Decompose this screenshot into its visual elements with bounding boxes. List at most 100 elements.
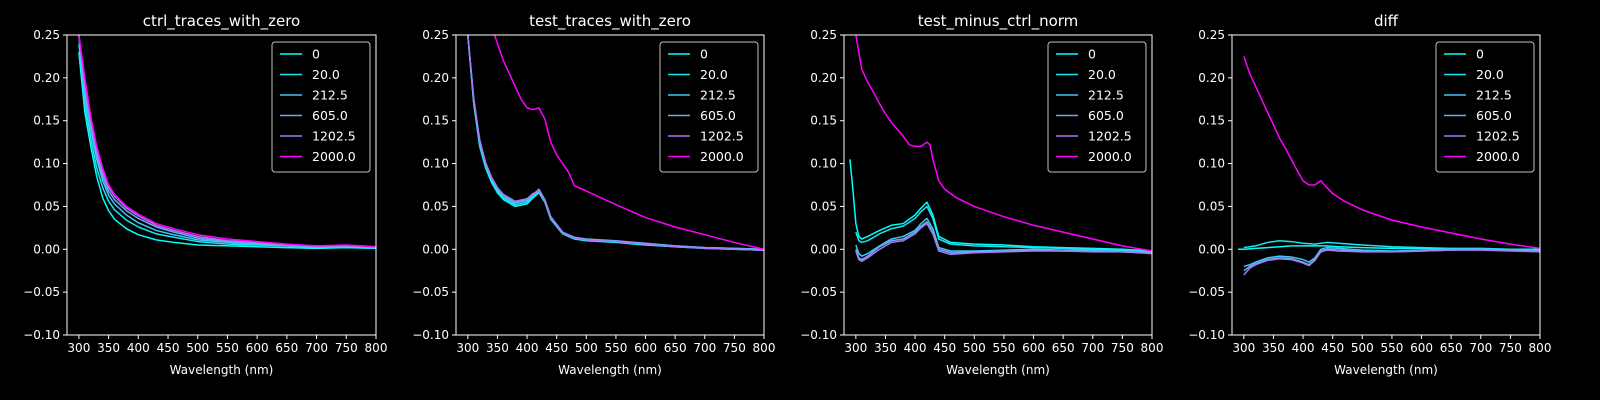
y-tick-label: 0.05: [422, 199, 449, 213]
x-tick-label: 800: [365, 341, 388, 355]
x-tick-label: 300: [67, 341, 90, 355]
series-line-2000.0: [855, 35, 1152, 252]
series-line-0: [78, 52, 376, 250]
y-tick-label: 0.05: [810, 199, 837, 213]
legend-entry-label: 1202.5: [1476, 129, 1520, 144]
legend-entry-label: 2000.0: [1476, 149, 1520, 164]
x-tick-label: 500: [575, 341, 598, 355]
y-tick-label: 0.00: [422, 242, 449, 256]
y-axis: 0.25 0.20 0.15 0.10 0.05 0.00 −0.05 −0.10: [23, 28, 67, 342]
chart-title: test_minus_ctrl_norm: [918, 12, 1079, 31]
legend-entry-label: 0: [1088, 47, 1096, 62]
y-axis: 0.25 0.20 0.15 0.10 0.05 0.00 −0.05 −0.10: [1188, 28, 1232, 342]
x-tick-label: 300: [456, 341, 479, 355]
x-tick-label: 500: [186, 341, 209, 355]
y-tick-label: −0.05: [412, 285, 449, 299]
x-axis-label: Wavelength (nm): [1334, 363, 1438, 377]
x-axis: 300 350 400 450 500 550 600 650 700 750 800: [67, 335, 387, 355]
series-line-2000.0: [1243, 56, 1540, 250]
x-tick-label: 400: [1292, 341, 1315, 355]
x-tick-label: 800: [1141, 341, 1164, 355]
legend-entry-label: 0: [1476, 47, 1484, 62]
y-tick-label: 0.20: [422, 71, 449, 85]
legend-entry-label: 605.0: [1088, 108, 1124, 123]
x-tick-label: 750: [723, 341, 746, 355]
chart-panel-3: 300 350 400 450 500 550 600 650 700 750 8000.250.2…: [800, 12, 1163, 377]
x-tick-label: 600: [246, 341, 269, 355]
x-tick-label: 700: [1081, 341, 1104, 355]
x-tick-label: 500: [1351, 341, 1374, 355]
x-tick-label: 300: [844, 341, 867, 355]
series-line-212.5: [1243, 246, 1540, 268]
plot-frame: [1231, 34, 1541, 336]
x-tick-label: 500: [963, 341, 986, 355]
x-axis: 300 350 400 450 500 550 600 650 700 750 800: [456, 335, 775, 355]
series-line-1202.5: [1243, 249, 1540, 276]
legend-entry-label: 605.0: [312, 108, 348, 123]
chart-panel-1: 300 350 400 450 500 550 600 650 700 750 8000.250.2…: [23, 12, 387, 377]
x-tick-label: 350: [486, 341, 509, 355]
series-line-1202.5: [467, 35, 764, 251]
chart-title: test_traces_with_zero: [529, 12, 691, 31]
x-tick-label: 650: [664, 341, 687, 355]
chart-title: ctrl_traces_with_zero: [143, 12, 300, 31]
x-tick-label: 600: [1410, 341, 1433, 355]
chart-panel-2: 300 350 400 450 500 550 600 650 700 750 8000.250.2…: [412, 12, 775, 377]
y-tick-label: −0.10: [23, 328, 60, 342]
x-tick-label: 750: [335, 341, 358, 355]
legend: 0 20.0 212.5 605.0 1202.5 2000.0: [1047, 41, 1147, 173]
x-tick-label: 550: [1380, 341, 1403, 355]
x-tick-label: 350: [874, 341, 897, 355]
legend-entry-label: 0: [312, 47, 320, 62]
y-tick-label: −0.05: [23, 285, 60, 299]
series-group: [467, 35, 764, 251]
x-axis-label: Wavelength (nm): [558, 363, 662, 377]
y-axis: 0.25 0.20 0.15 0.10 0.05 0.00 −0.05 −0.10: [800, 28, 844, 342]
y-tick-label: 0.15: [810, 114, 837, 128]
plot-frame: [843, 34, 1153, 336]
legend-entry-label: 212.5: [312, 88, 348, 103]
x-tick-label: 400: [516, 341, 539, 355]
y-tick-label: 0.10: [33, 157, 60, 171]
chart-panel-4: 300 350 400 450 500 550 600 650 700 750 8000.250.2…: [1188, 12, 1551, 377]
plot-frame: [455, 34, 765, 336]
x-tick-label: 750: [1111, 341, 1134, 355]
series-line-20.0: [855, 205, 1152, 253]
legend-entry-label: 212.5: [1476, 88, 1512, 103]
y-tick-label: 0.20: [1198, 71, 1225, 85]
y-tick-label: 0.10: [810, 157, 837, 171]
y-tick-label: 0.00: [1198, 242, 1225, 256]
legend-entry-label: 20.0: [312, 67, 340, 82]
x-tick-label: 800: [1529, 341, 1552, 355]
y-axis: 0.25 0.20 0.15 0.10 0.05 0.00 −0.05 −0.10: [412, 28, 456, 342]
x-tick-label: 650: [275, 341, 298, 355]
x-axis-label: Wavelength (nm): [170, 363, 274, 377]
x-tick-label: 450: [1321, 341, 1344, 355]
series-group: [1237, 56, 1540, 276]
y-tick-label: 0.20: [810, 71, 837, 85]
y-tick-label: 0.25: [810, 28, 837, 42]
x-tick-label: 400: [127, 341, 150, 355]
y-tick-label: −0.10: [412, 328, 449, 342]
y-tick-label: 0.00: [33, 242, 60, 256]
legend-entry-label: 605.0: [700, 108, 736, 123]
legend-entry-label: 605.0: [1476, 108, 1512, 123]
x-tick-label: 450: [933, 341, 956, 355]
legend-entry-label: 1202.5: [700, 129, 744, 144]
y-tick-label: 0.10: [422, 157, 449, 171]
x-tick-label: 550: [604, 341, 627, 355]
y-tick-label: 0.10: [1198, 157, 1225, 171]
legend-entry-label: 212.5: [1088, 88, 1124, 103]
x-tick-label: 550: [216, 341, 239, 355]
plot-frame: [66, 34, 377, 336]
legend-entry-label: 2000.0: [1088, 149, 1132, 164]
x-tick-label: 700: [693, 341, 716, 355]
y-tick-label: −0.10: [800, 328, 837, 342]
x-tick-label: 650: [1052, 341, 1075, 355]
x-tick-label: 700: [305, 341, 328, 355]
legend-entry-label: 0: [700, 47, 708, 62]
x-tick-label: 450: [545, 341, 568, 355]
legend-entry-label: 20.0: [1088, 67, 1116, 82]
x-tick-label: 350: [97, 341, 120, 355]
